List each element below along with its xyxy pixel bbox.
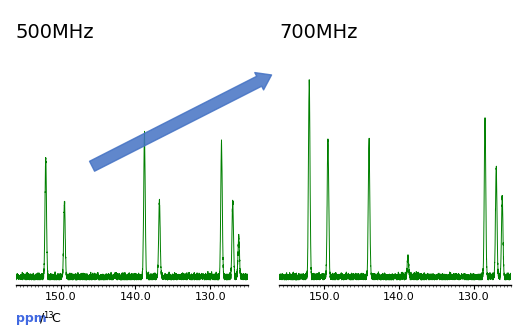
Text: C: C	[52, 312, 61, 325]
Text: 500MHz: 500MHz	[16, 23, 94, 43]
FancyArrowPatch shape	[90, 73, 271, 171]
Text: ppm: ppm	[16, 312, 46, 325]
Text: /: /	[40, 312, 44, 325]
Text: 13: 13	[43, 311, 54, 320]
Text: 700MHz: 700MHz	[279, 23, 358, 43]
